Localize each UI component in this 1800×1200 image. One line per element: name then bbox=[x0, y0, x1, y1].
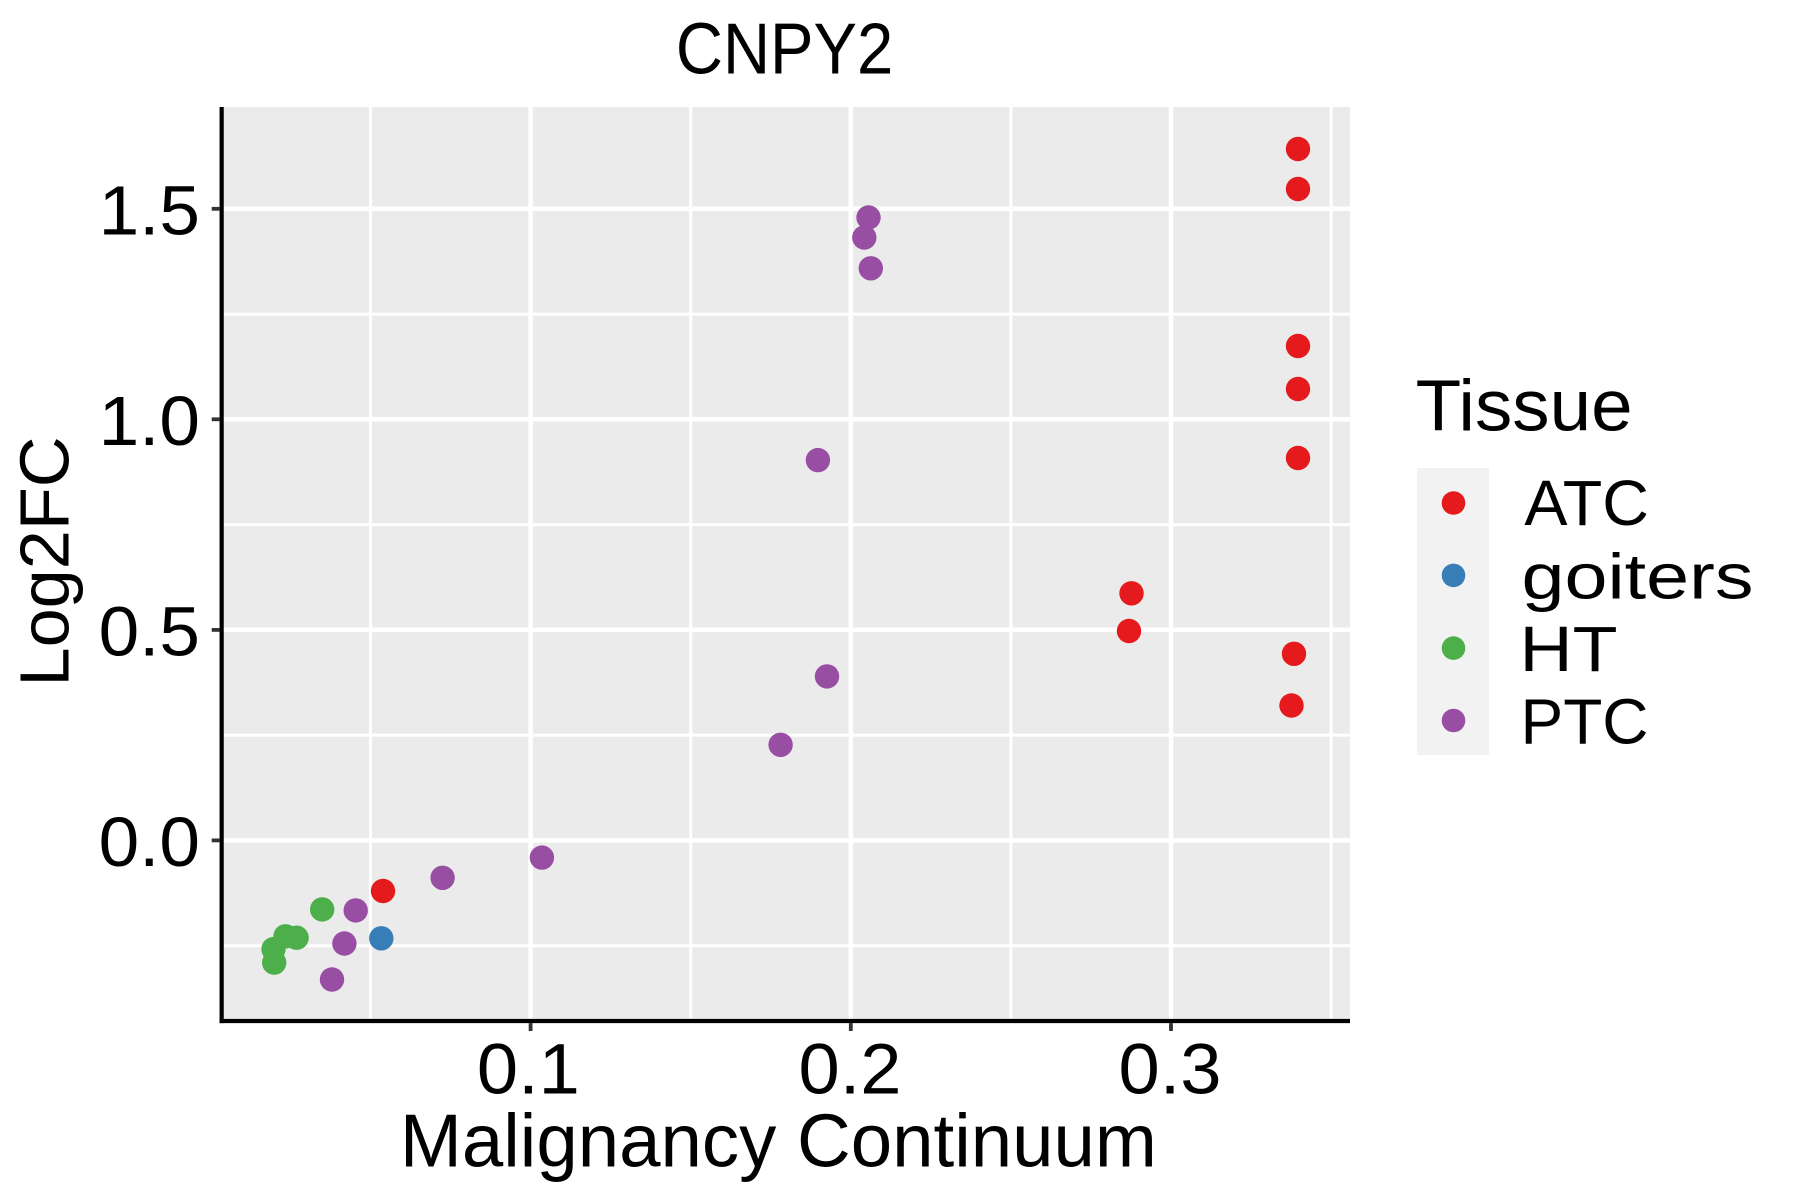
svg-text:Log2FC: Log2FC bbox=[6, 437, 84, 687]
svg-text:1.0: 1.0 bbox=[99, 382, 200, 460]
svg-text:0.5: 0.5 bbox=[99, 592, 200, 670]
svg-text:1.5: 1.5 bbox=[99, 171, 200, 249]
svg-text:CNPY2: CNPY2 bbox=[676, 10, 894, 90]
svg-text:PTC: PTC bbox=[1521, 686, 1649, 758]
svg-text:Tissue: Tissue bbox=[1416, 367, 1633, 447]
svg-text:0.0: 0.0 bbox=[99, 803, 200, 881]
svg-text:0.3: 0.3 bbox=[1119, 1029, 1222, 1109]
svg-text:ATC: ATC bbox=[1524, 467, 1649, 539]
svg-text:0.1: 0.1 bbox=[477, 1029, 580, 1109]
svg-text:0.2: 0.2 bbox=[799, 1029, 902, 1109]
svg-text:Malignancy Continuum: Malignancy Continuum bbox=[400, 1099, 1157, 1183]
svg-text:goiters: goiters bbox=[1522, 540, 1754, 612]
svg-text:HT: HT bbox=[1520, 613, 1618, 685]
